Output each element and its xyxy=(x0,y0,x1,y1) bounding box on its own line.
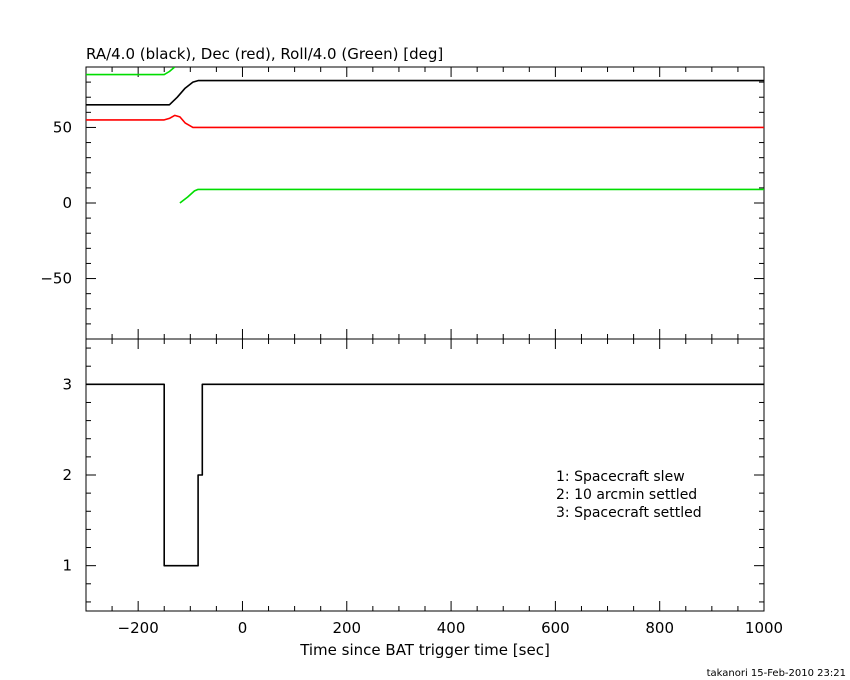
series-line xyxy=(86,79,764,106)
legend-entry: 1: Spacecraft slew xyxy=(556,469,685,485)
y-tick-label: 50 xyxy=(53,118,72,136)
x-tick-label: −200 xyxy=(118,619,159,637)
x-tick-label: 1000 xyxy=(745,619,783,637)
x-tick-label: 400 xyxy=(437,619,466,637)
y-tick-label: −50 xyxy=(40,270,72,288)
x-tick-label: 0 xyxy=(238,619,248,637)
series-group xyxy=(86,67,764,204)
y-tick-label: 2 xyxy=(62,466,72,484)
legend-entry: 3: Spacecraft settled xyxy=(556,505,702,521)
series-group xyxy=(86,383,764,567)
legend-entry: 2: 10 arcmin settled xyxy=(556,487,697,503)
plot-frame xyxy=(85,66,765,340)
chart-title: RA/4.0 (black), Dec (red), Roll/4.0 (Gre… xyxy=(86,45,443,63)
y-tick-label: 3 xyxy=(62,375,72,393)
x-tick-label: 200 xyxy=(332,619,361,637)
footer-stamp: takanori 15-Feb-2010 23:21 xyxy=(707,668,846,679)
series-line xyxy=(179,188,764,204)
y-tick-label: 1 xyxy=(62,557,72,575)
y-tick-label: 0 xyxy=(62,194,72,212)
series-line xyxy=(86,67,176,76)
bottom-panel: 1 2 3 −200 0 200 400 600 800 1000 1: Spacecraft sl… xyxy=(62,338,783,637)
x-axis-label: Time since BAT trigger time [sec] xyxy=(299,641,550,659)
top-panel: −50 0 50 xyxy=(40,66,765,340)
x-tick-label: 600 xyxy=(541,619,570,637)
series-line xyxy=(86,114,764,129)
x-tick-label: 800 xyxy=(645,619,674,637)
series-line xyxy=(86,383,764,567)
